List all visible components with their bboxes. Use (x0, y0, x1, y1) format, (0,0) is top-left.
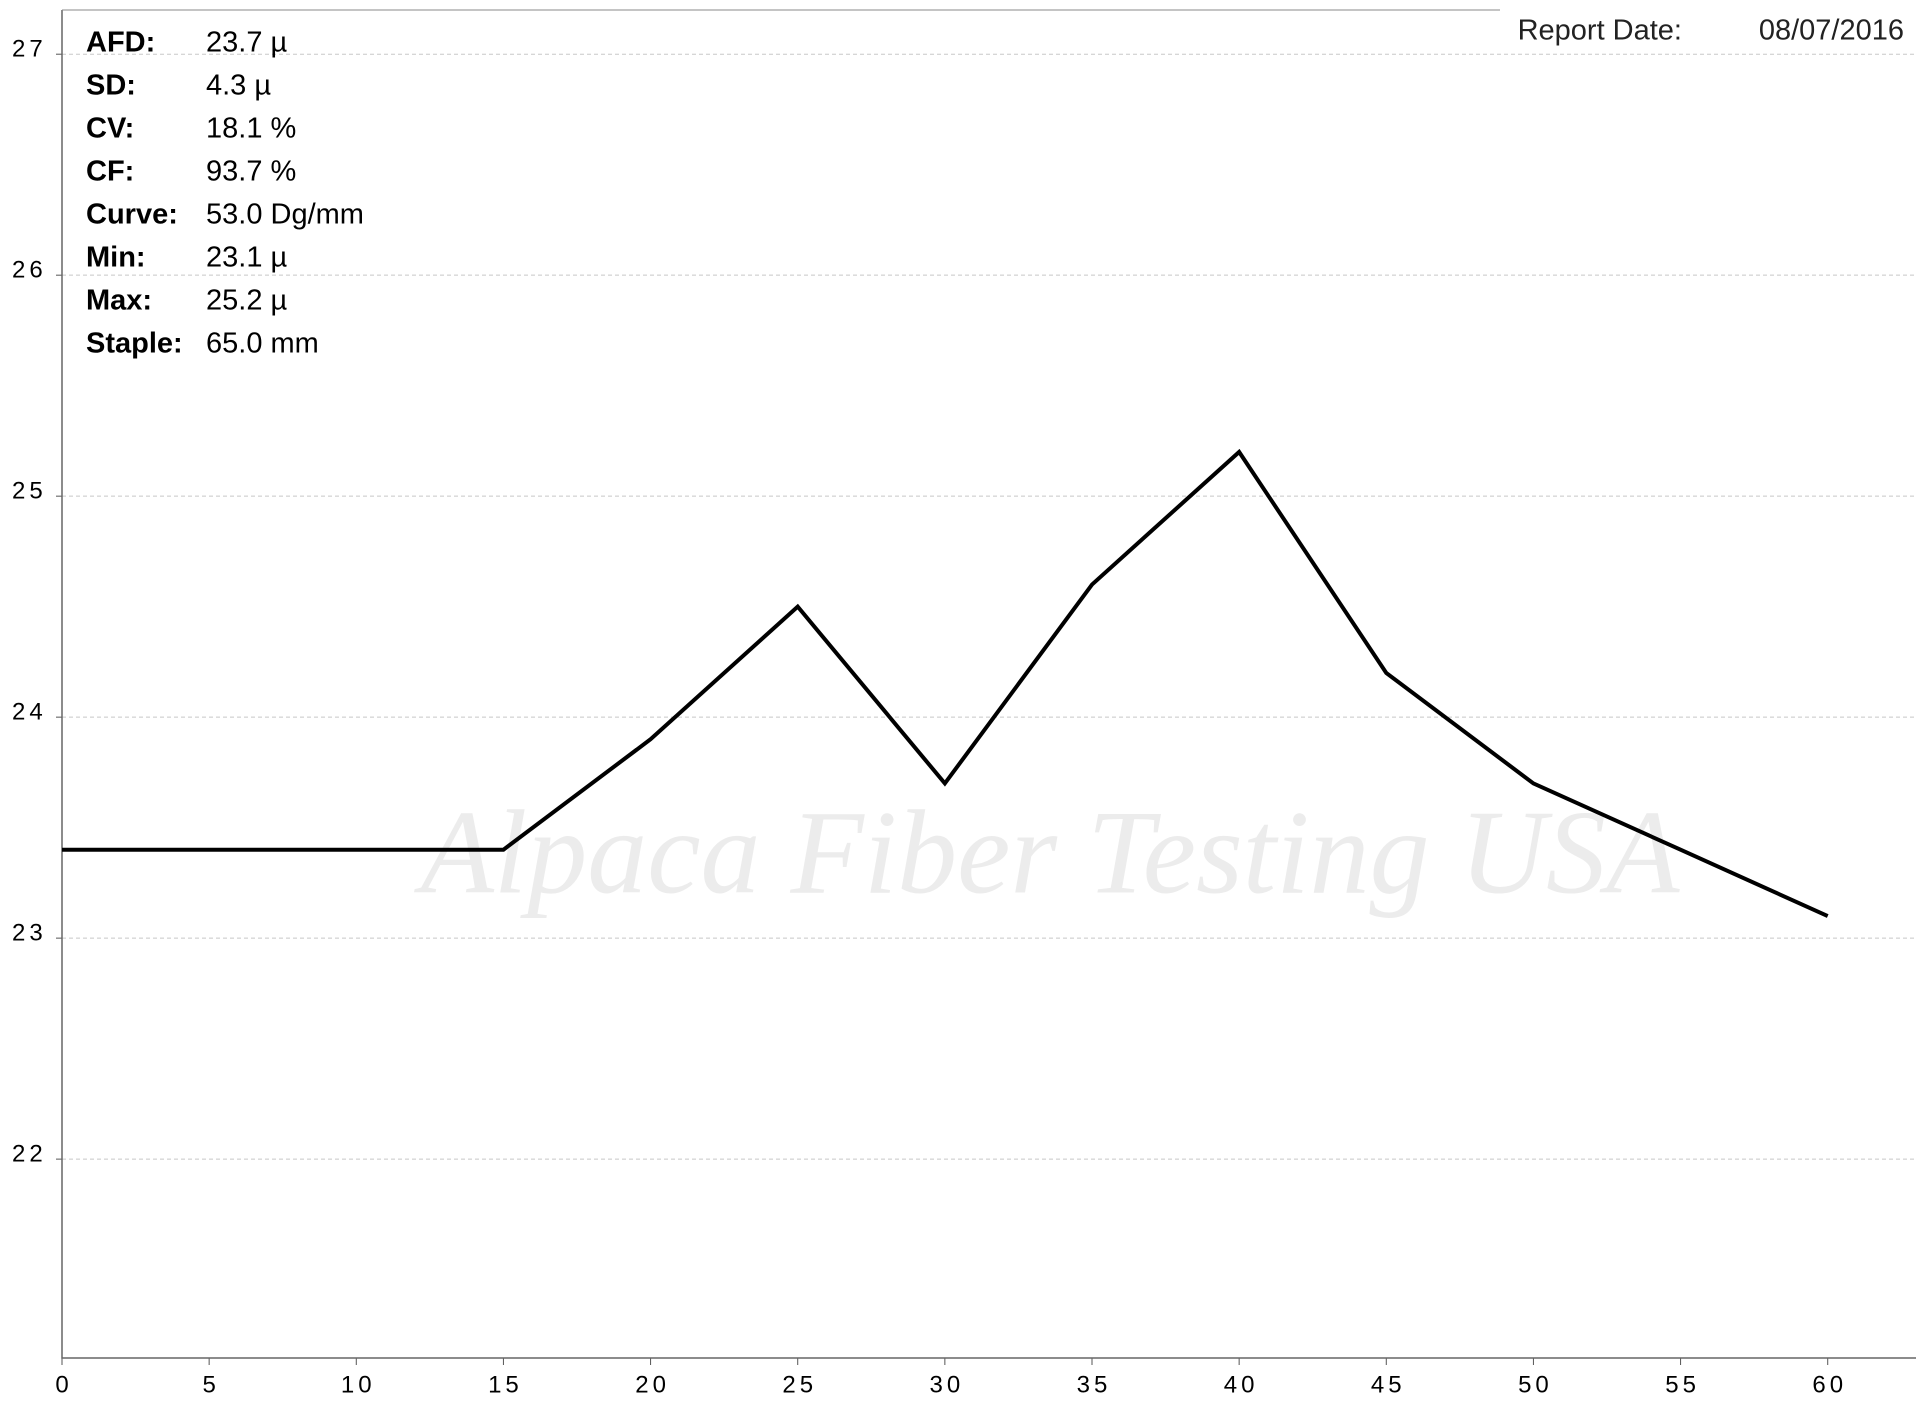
stat-value: 93.7 % (206, 156, 296, 188)
x-tick-label: 5 (202, 1371, 219, 1398)
y-tick-label: 22 (12, 1140, 47, 1167)
y-tick-label: 23 (12, 919, 47, 946)
x-tick-label: 40 (1224, 1371, 1259, 1398)
stat-label: AFD: (86, 27, 155, 59)
stat-label: Curve: (86, 199, 178, 231)
x-tick-label: 35 (1077, 1371, 1112, 1398)
x-tick-label: 0 (55, 1371, 72, 1398)
y-tick-label: 27 (12, 36, 47, 63)
x-tick-label: 50 (1518, 1371, 1553, 1398)
stat-label: CV: (86, 113, 134, 145)
stat-value: 23.7 µ (206, 27, 287, 59)
stat-label: SD: (86, 70, 136, 102)
stat-label: Staple: (86, 328, 183, 360)
stat-label: Max: (86, 285, 152, 317)
stat-value: 65.0 mm (206, 328, 319, 360)
x-tick-label: 20 (635, 1371, 670, 1398)
stat-value: 4.3 µ (206, 70, 271, 102)
chart: Alpaca Fiber Testing USA Report Date: 08… (0, 0, 1923, 1401)
report-date-label: Report Date: (1518, 15, 1682, 47)
y-tick-label: 25 (12, 478, 47, 505)
report-date-value: 08/07/2016 (1759, 15, 1904, 47)
watermark: Alpaca Fiber Testing USA (414, 786, 1681, 919)
stat-label: Min: (86, 242, 146, 274)
x-tick-label: 55 (1665, 1371, 1700, 1398)
x-tick-label: 15 (488, 1371, 523, 1398)
stat-value: 23.1 µ (206, 242, 287, 274)
x-tick-label: 10 (341, 1371, 376, 1398)
y-tick-label: 24 (12, 698, 47, 725)
page: Alpaca Fiber Testing USA Report Date: 08… (0, 0, 1923, 1401)
x-tick-label: 45 (1371, 1371, 1406, 1398)
x-tick-label: 25 (782, 1371, 817, 1398)
y-tick-label: 26 (12, 257, 47, 284)
x-tick-label: 60 (1812, 1371, 1847, 1398)
stat-label: CF: (86, 156, 134, 188)
stat-value: 18.1 % (206, 113, 296, 145)
stat-value: 25.2 µ (206, 285, 287, 317)
x-tick-label: 30 (930, 1371, 965, 1398)
stat-value: 53.0 Dg/mm (206, 199, 364, 231)
